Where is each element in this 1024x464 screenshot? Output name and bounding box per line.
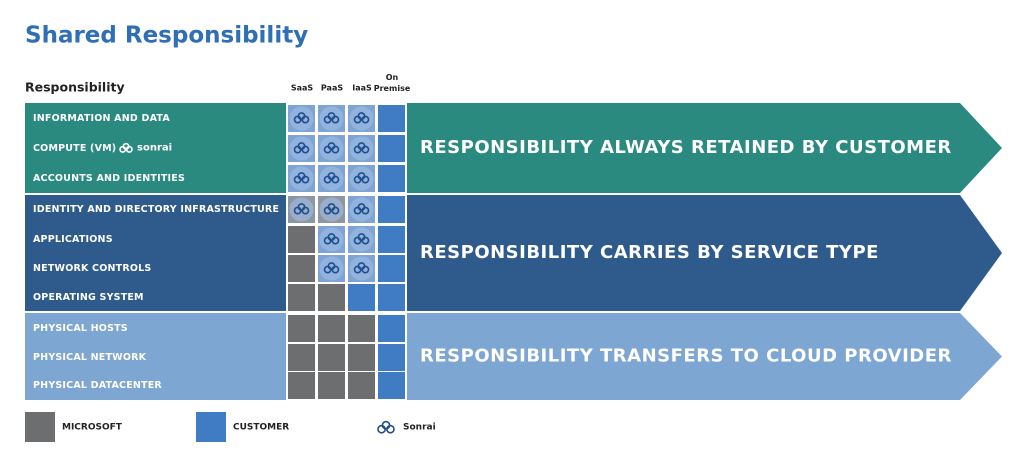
column-header: SaaS [291,84,314,93]
cell [348,315,375,342]
arrow-text: RESPONSIBILITY ALWAYS RETAINED BY CUSTOM… [420,137,952,158]
icon-ring [327,112,336,121]
cell [378,344,405,371]
sonrai-icon [323,203,340,215]
row-label: PHYSICAL DATACENTER [33,380,162,391]
icon-ring [357,233,366,242]
cell [378,284,405,311]
icon-ring [377,424,386,434]
row-label: PHYSICAL NETWORK [33,352,147,363]
sonrai-icon [353,172,370,184]
sonrai-icon [293,112,310,124]
cell [288,255,315,282]
legend-label: MICROSOFT [62,423,123,433]
sonrai-icon [293,142,310,154]
cell [288,284,315,311]
row-label: NETWORK CONTROLS [33,263,151,274]
sonrai-icon [323,262,340,274]
cell [378,196,405,223]
sonrai-icon [293,172,310,184]
icon-ring [357,172,366,181]
cell [288,344,315,371]
icon-ring [297,203,306,212]
arrow-text: RESPONSIBILITY TRANSFERS TO CLOUD PROVID… [420,346,952,367]
arrow-text: RESPONSIBILITY CARRIES BY SERVICE TYPE [420,242,879,263]
legend-swatch [196,412,226,442]
cell [348,372,375,399]
sonrai-icon [119,142,133,153]
icon-ring [122,142,130,150]
cell [288,315,315,342]
icon-ring [357,262,366,270]
icon-ring [357,203,366,212]
legend-swatch [25,412,55,442]
row-label: IDENTITY AND DIRECTORY INFRASTRUCTURE [33,204,279,215]
icon-ring [297,142,306,151]
legend-label: CUSTOMER [233,423,289,433]
cell [378,135,405,162]
icon-ring [327,203,336,212]
band-arrow [407,195,1002,311]
cell [348,344,375,371]
sonrai-icon [353,203,370,215]
row-label: OPERATING SYSTEM [33,292,144,303]
row-label: INFORMATION AND DATA [33,113,170,124]
cell [348,284,375,311]
band-arrow [407,313,1002,400]
band-panel [25,103,286,193]
title: Shared Responsibility [25,23,308,49]
cell [318,284,345,311]
icon-ring [297,112,306,121]
icon-ring [327,262,336,270]
sonrai-icon [323,112,340,124]
sonrai-icon [353,112,370,124]
sonrai-icon [353,262,370,274]
cell [288,226,315,253]
cell [378,315,405,342]
cell [378,226,405,253]
legend-label: Sonrai [403,423,436,433]
cell [378,165,405,192]
cell [378,105,405,132]
icon-ring [297,172,306,181]
band-arrow [407,103,1002,193]
logo-text: sonrai [137,143,172,154]
cell [288,372,315,399]
row-label: APPLICATIONS [33,234,113,245]
icon-ring [327,142,336,151]
cell [318,315,345,342]
row-label: COMPUTE (VM) [33,143,116,154]
sonrai-icon [323,172,340,184]
icon-ring [385,424,395,434]
header: Responsibility [25,80,125,95]
cell [318,344,345,371]
row-label: PHYSICAL HOSTS [33,323,128,334]
column-header: On Premise [373,73,411,93]
sonrai-icon [293,203,310,215]
sonrai-icon [377,420,395,434]
cell [378,372,405,399]
sonrai-icon [323,233,340,245]
icon-ring [327,172,336,181]
sonrai-icon [323,142,340,154]
cell [378,255,405,282]
sonrai-icon [353,233,370,245]
icon-ring [357,142,366,151]
row-label: ACCOUNTS AND IDENTITIES [33,173,185,184]
column-header: PaaS [321,84,343,93]
column-header-box: On Premise [373,73,411,93]
icon-ring [381,420,391,430]
cell [318,372,345,399]
column-header: IaaS [352,84,372,93]
icon-ring [327,233,336,242]
band-panel [25,313,286,400]
icon-ring [357,112,366,121]
band-panel [25,195,286,311]
sonrai-icon [353,142,370,154]
